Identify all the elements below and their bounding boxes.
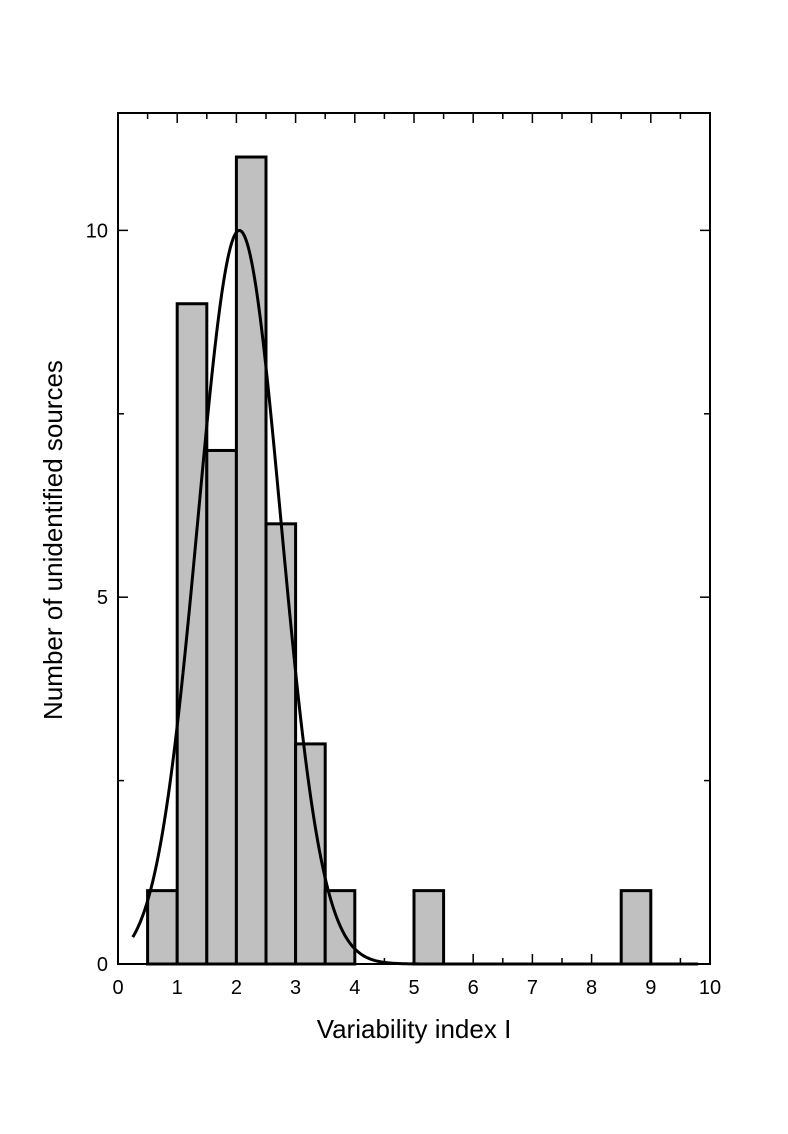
- axis-ticks: [117, 113, 711, 965]
- x-tick-label: 1: [172, 977, 183, 999]
- x-tick-labels: 0 1 2 3 4 5 6 7 8 9 10: [112, 977, 721, 999]
- y-tick-label: 5: [97, 587, 108, 609]
- x-tick-label: 5: [408, 977, 419, 999]
- histogram-bar: [205, 448, 238, 966]
- y-tick-label: 0: [97, 954, 108, 976]
- y-tick-labels: 0 5 10: [86, 220, 108, 976]
- x-tick-label: 6: [468, 977, 479, 999]
- x-tick-label: 10: [699, 977, 721, 999]
- x-tick-label: 3: [290, 977, 301, 999]
- histogram-bar: [264, 522, 298, 966]
- histogram-bars: [146, 155, 653, 966]
- histogram-bar: [146, 889, 179, 966]
- x-tick-label: 0: [112, 977, 123, 999]
- x-tick-label: 9: [645, 977, 656, 999]
- histogram-bar: [234, 155, 268, 966]
- x-tick-label: 4: [349, 977, 360, 999]
- x-tick-label: 7: [527, 977, 538, 999]
- x-tick-label: 8: [586, 977, 597, 999]
- histogram-bar: [175, 302, 209, 966]
- y-axis-title: Number of unidentified sources: [38, 360, 68, 720]
- y-tick-label: 10: [86, 220, 108, 242]
- histogram-bar: [412, 889, 446, 966]
- histogram-bar: [619, 889, 653, 966]
- x-axis-title: Variability index I: [317, 1014, 512, 1044]
- x-tick-label: 2: [231, 977, 242, 999]
